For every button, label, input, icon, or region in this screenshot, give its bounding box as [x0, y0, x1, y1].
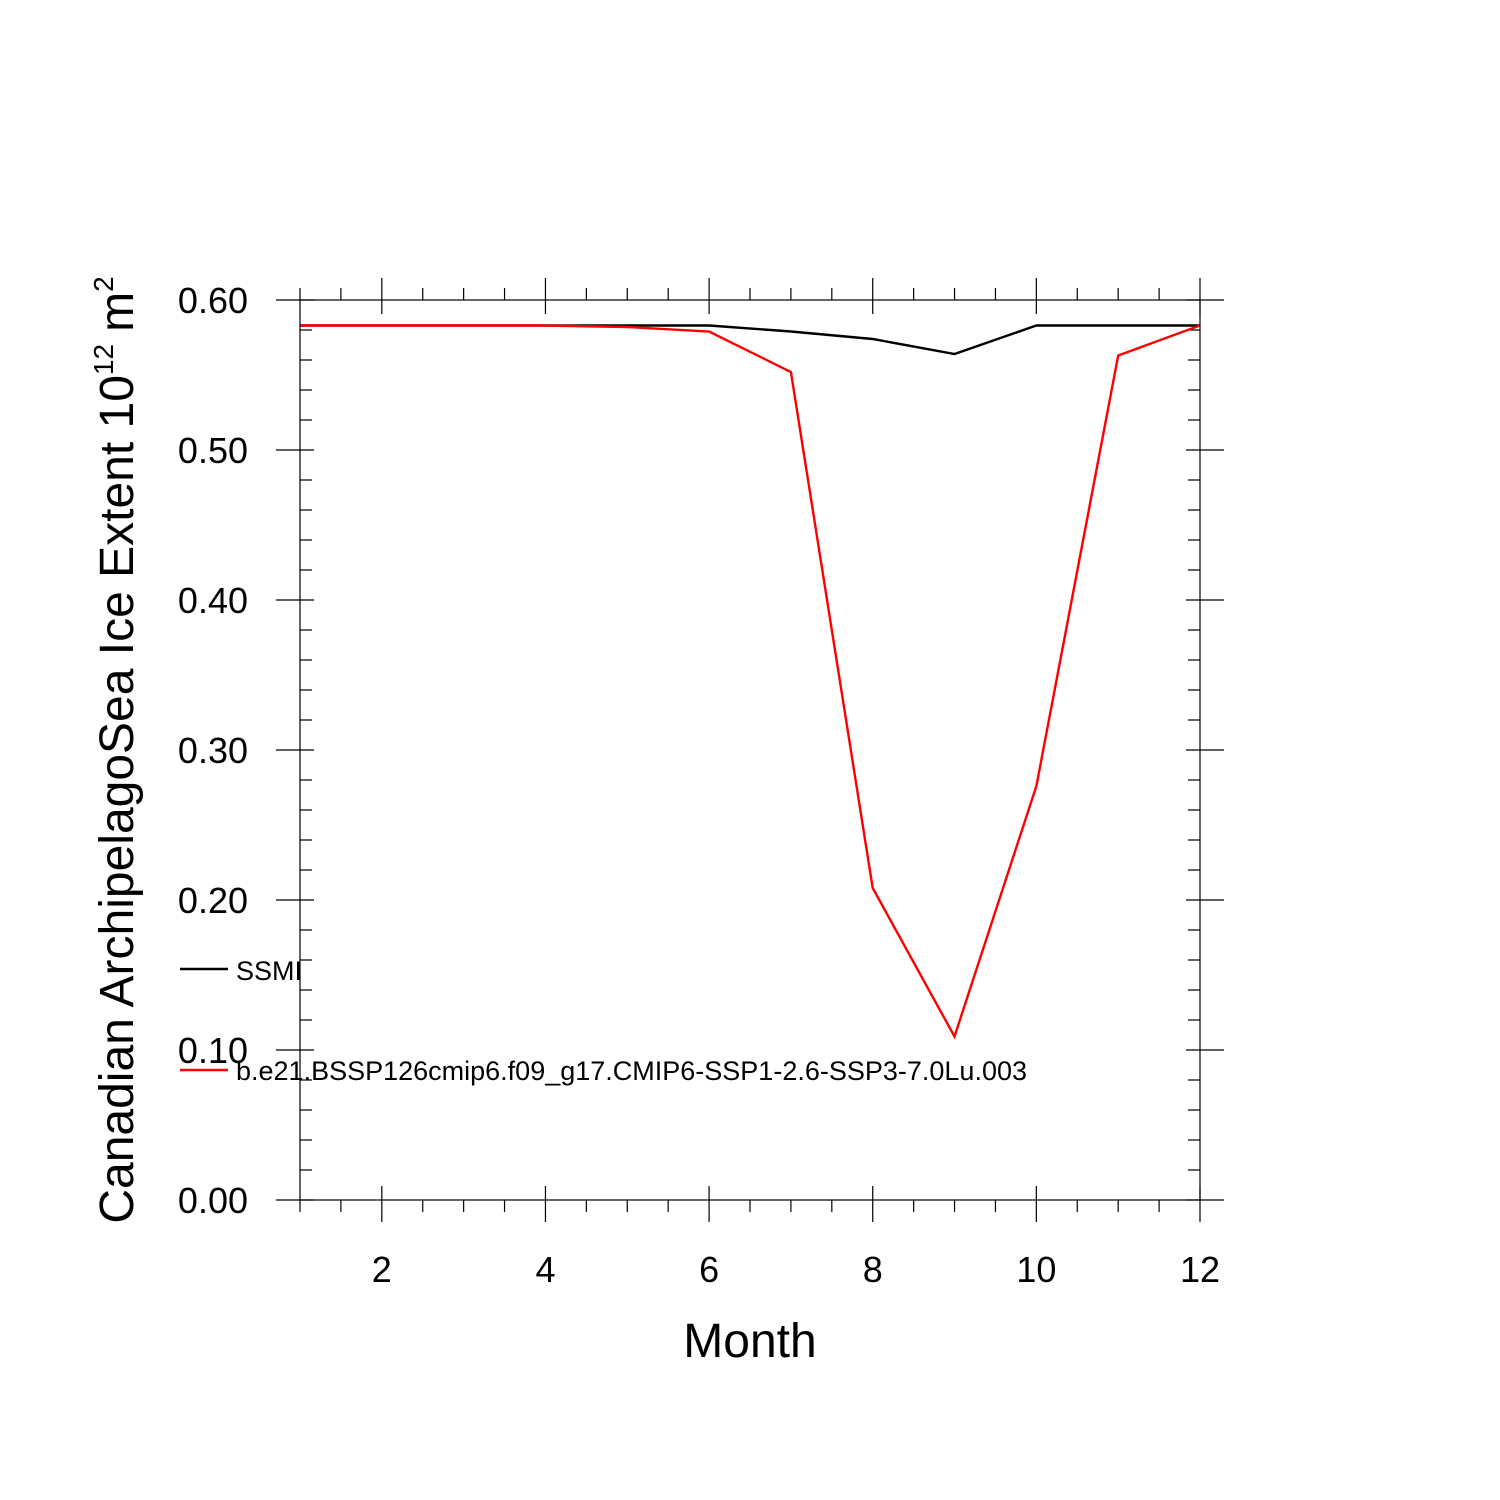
- x-tick-label: 6: [699, 1249, 719, 1290]
- y-tick-label: 0.50: [178, 430, 248, 471]
- legend-label-model: b.e21.BSSP126cmip6.f09_g17.CMIP6-SSP1-2.…: [236, 1056, 1027, 1086]
- legend-label-ssmi: SSMI: [236, 956, 302, 986]
- x-tick-label: 10: [1016, 1249, 1056, 1290]
- x-tick-label: 2: [372, 1249, 392, 1290]
- x-tick-label: 4: [535, 1249, 555, 1290]
- y-axis-title-unit: m: [91, 292, 144, 332]
- legend-entry-ssmi: SSMI: [180, 956, 302, 986]
- y-axis-title: Canadian ArchipelagoSea Ice Extent 1012 m…: [88, 276, 144, 1223]
- x-tick-label: 12: [1180, 1249, 1220, 1290]
- x-tick-label: 8: [863, 1249, 883, 1290]
- legend-entry-model: b.e21.BSSP126cmip6.f09_g17.CMIP6-SSP1-2.…: [180, 1056, 1027, 1086]
- y-axis-title-text: Canadian ArchipelagoSea Ice Extent 10: [91, 375, 144, 1224]
- x-axis-title: Month: [683, 1315, 816, 1368]
- y-tick-label: 0.10: [178, 1030, 248, 1071]
- y-tick-label: 0.60: [178, 280, 248, 321]
- y-tick-label: 0.30: [178, 730, 248, 771]
- x-tick-labels: 2 4 6 8 10 12: [372, 1249, 1220, 1290]
- y-tick-label: 0.20: [178, 880, 248, 921]
- series-line-ssmi: [300, 324, 1200, 356]
- y-axis-title-unit-exponent: 2: [88, 276, 119, 292]
- y-tick-label: 0.40: [178, 580, 248, 621]
- legend: SSMI b.e21.BSSP126cmip6.f09_g17.CMIP6-SS…: [180, 956, 1027, 1086]
- y-axis-title-exponent: 12: [88, 344, 119, 375]
- series-layer: [300, 324, 1201, 1040]
- y-tick-label: 0.00: [178, 1180, 248, 1221]
- series-line-model: [300, 324, 1201, 1040]
- ticks-layer: [276, 278, 1224, 1222]
- plot-frame: [299, 299, 1201, 1201]
- y-tick-labels: 0.00 0.10 0.20 0.30 0.40 0.50 0.60: [178, 280, 248, 1221]
